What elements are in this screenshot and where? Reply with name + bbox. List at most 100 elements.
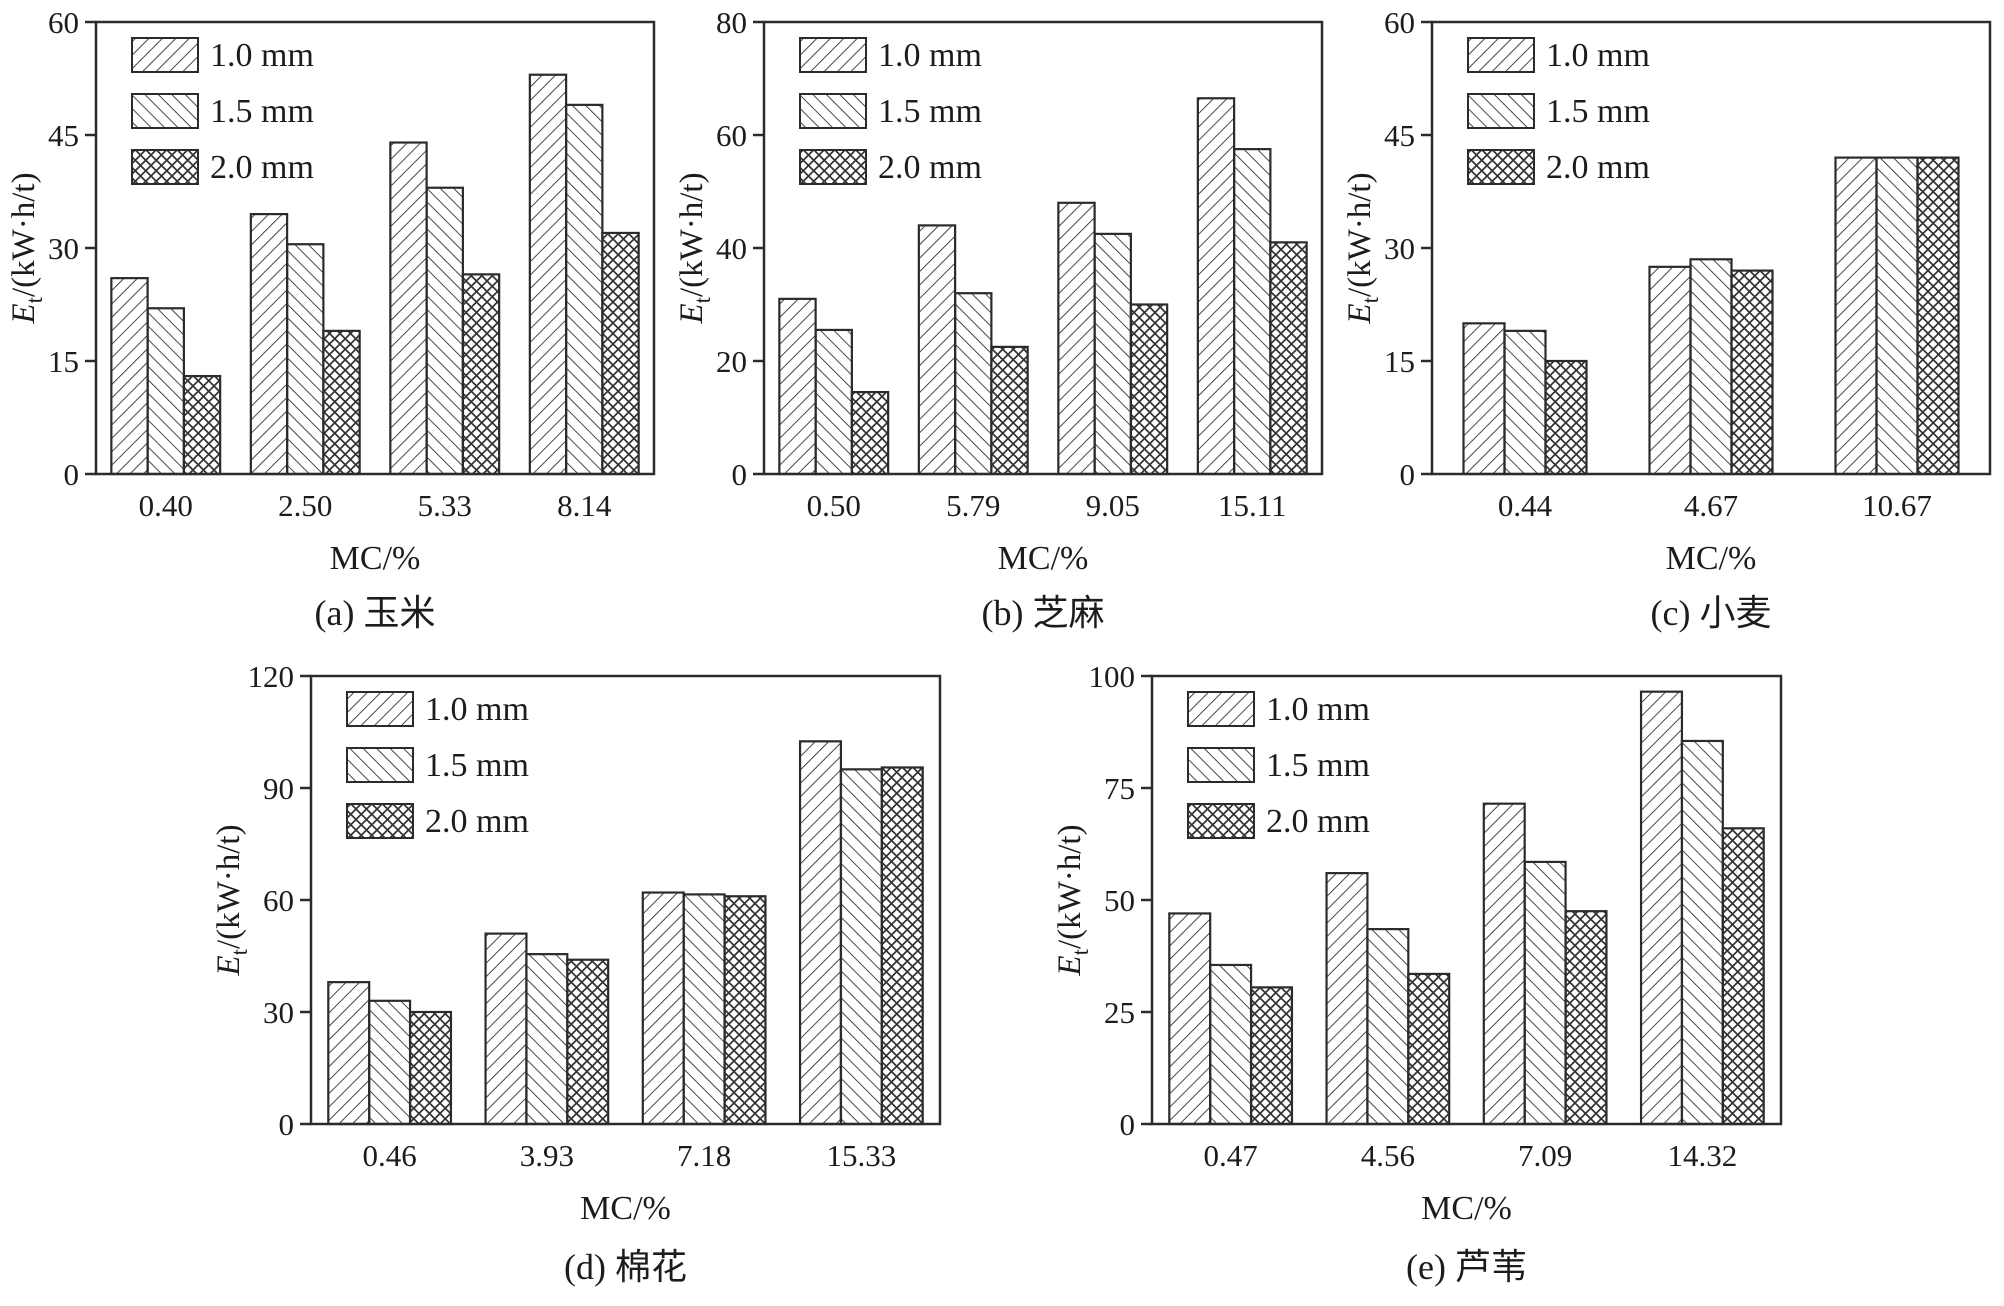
bar-2.0mm-0.50: [850, 390, 890, 476]
bar-2.0mm-9.05: [1129, 303, 1169, 476]
x-axis-label: MC/%: [580, 1190, 671, 1227]
chart-caption: (b) 芝麻: [981, 593, 1105, 633]
y-tick-label: 60: [1384, 8, 1415, 40]
legend-swatch-1.5mm: [799, 93, 867, 129]
bar-1.0mm-15.11: [1196, 97, 1236, 476]
bar-1.0mm-4.67: [1648, 265, 1692, 476]
x-tick-label: 8.14: [557, 488, 612, 523]
chart-caption: (a) 玉米: [314, 593, 436, 633]
plot-frame: [1150, 674, 1783, 1126]
x-tick-label: 0.50: [807, 488, 861, 523]
y-tick-label: 30: [263, 995, 294, 1030]
x-axis-label: MC/%: [330, 540, 421, 574]
y-tick-label: 45: [1384, 118, 1415, 153]
y-tick-label: 60: [263, 883, 294, 918]
chart-caption: (e) 芦苇: [1406, 1247, 1527, 1287]
y-tick-label: 30: [48, 231, 79, 266]
legend-label: 1.0 mm: [878, 37, 982, 74]
x-tick-label: 7.18: [677, 1138, 731, 1173]
y-tick-label: 20: [716, 344, 747, 379]
chart-caption: (c) 小麦: [1650, 593, 1772, 633]
legend-label: 1.0 mm: [425, 691, 529, 728]
bar-2.0mm-3.93: [566, 958, 610, 1126]
legend-label: 1.0 mm: [1546, 37, 1650, 74]
x-tick-label: 5.79: [946, 488, 1000, 523]
y-axis-label: Et/(kW·h/t): [211, 824, 252, 976]
plot-frame: [94, 20, 656, 476]
bar-1.5mm-8.14: [565, 103, 604, 476]
x-tick-label: 9.05: [1086, 488, 1140, 523]
bar-plot-corn: 0 15 30 45 60 Et/(kW·h/t) 0.40 2.50 5.33 8.14 MC/%…: [6, 8, 656, 574]
legend-swatch-1.0mm: [346, 691, 414, 727]
x-axis-label: MC/%: [998, 540, 1089, 574]
x-tick-label: 3.93: [520, 1138, 574, 1173]
bar-plot-wheat: 0 15 30 45 60 Et/(kW·h/t) 0.44 4.67 10.67 MC/% 1.0…: [1342, 8, 1992, 574]
bar-1.5mm-3.93: [525, 953, 569, 1126]
y-tick-label: 60: [48, 8, 79, 40]
bar-1.0mm-9.05: [1057, 201, 1096, 476]
x-tick-label: 4.67: [1684, 488, 1738, 523]
legend-swatch-1.5mm: [346, 747, 414, 783]
x-tick-label: 5.33: [418, 488, 472, 523]
bar-1.0mm-15.33: [798, 740, 843, 1126]
bar-2.0mm-8.14: [601, 231, 640, 476]
legend-label: 2.0 mm: [1266, 803, 1370, 840]
plot-frame: [309, 674, 942, 1126]
bar-1.5mm-9.05: [1093, 232, 1132, 476]
bar-1.5mm-4.67: [1689, 258, 1733, 476]
bar-2.0mm-10.67: [1916, 156, 1960, 476]
y-tick-label: 15: [48, 344, 79, 379]
bar-1.0mm-0.40: [110, 277, 149, 476]
bar-2.0mm-4.56: [1407, 972, 1451, 1126]
bar-1.5mm-0.44: [1503, 329, 1547, 476]
bar-1.5mm-5.33: [425, 186, 464, 476]
bar-1.0mm-0.46: [327, 981, 371, 1126]
x-tick-label: 0.46: [363, 1138, 417, 1173]
bar-2.0mm-0.40: [182, 374, 222, 476]
x-tick-label: 0.40: [139, 488, 193, 523]
y-axis-label: Et/(kW·h/t): [1052, 824, 1093, 976]
y-tick-label: 40: [716, 231, 747, 266]
y-tick-label: 30: [1384, 231, 1415, 266]
chart-wheat: 0 15 30 45 60 Et/(kW·h/t) 0.44 4.67 10.67 MC/% 1.0…: [1340, 8, 2000, 636]
bar-1.5mm-10.67: [1875, 156, 1919, 476]
bar-1.5mm-0.47: [1209, 963, 1253, 1126]
bar-plot-cotton: 0 30 60 90 120 Et/(kW·h/t) 0.46 3.93 7.18 15.33 MC…: [211, 662, 942, 1227]
y-tick-label: 0: [1400, 457, 1416, 492]
bar-1.0mm-10.67: [1834, 156, 1878, 476]
legend-swatch-1.0mm: [1187, 691, 1255, 727]
x-tick-label: 10.67: [1862, 488, 1932, 523]
x-axis-label: MC/%: [1666, 540, 1757, 574]
bar-1.5mm-5.79: [954, 292, 993, 476]
plot-frame: [762, 20, 1324, 476]
y-axis-label: Et/(kW·h/t): [6, 172, 47, 324]
bar-1.0mm-3.93: [484, 932, 528, 1126]
bar-2.0mm-0.44: [1544, 359, 1588, 476]
legend-swatch-2.0mm: [1187, 803, 1255, 839]
x-tick-label: 7.09: [1518, 1138, 1572, 1173]
x-tick-label: 4.56: [1361, 1138, 1415, 1173]
legend-label: 2.0 mm: [425, 803, 529, 840]
bar-2.0mm-7.18: [723, 895, 767, 1126]
charts-row-1: 0 15 30 45 60 Et/(kW·h/t) 0.40 2.50 5.33 8.14 MC/%…: [0, 8, 2004, 636]
legend-label: 1.5 mm: [425, 747, 529, 784]
bar-2.0mm-2.50: [322, 329, 361, 476]
bar-2.0mm-4.67: [1730, 269, 1774, 476]
legend-swatch-1.0mm: [131, 37, 199, 73]
bar-2.0mm-5.79: [990, 345, 1029, 476]
legend-swatch-1.0mm: [1467, 37, 1535, 73]
bar-plot-sesame: 0 20 40 60 80 Et/(kW·h/t) 0.50 5.79 9.05 15.11 MC/…: [674, 8, 1324, 574]
bar-1.0mm-0.50: [778, 297, 817, 476]
legend-label: 1.5 mm: [210, 93, 314, 130]
x-tick-label: 2.50: [278, 488, 332, 523]
bar-2.0mm-7.09: [1564, 910, 1608, 1126]
bar-1.5mm-2.50: [286, 243, 325, 476]
bar-1.0mm-2.50: [249, 213, 289, 476]
y-tick-label: 45: [48, 118, 79, 153]
bar-2.0mm-15.33: [880, 766, 924, 1126]
y-tick-label: 25: [1104, 995, 1135, 1030]
legend-label: 2.0 mm: [878, 149, 982, 186]
x-axis-label: MC/%: [1421, 1190, 1512, 1227]
x-tick-label: 0.47: [1204, 1138, 1258, 1173]
